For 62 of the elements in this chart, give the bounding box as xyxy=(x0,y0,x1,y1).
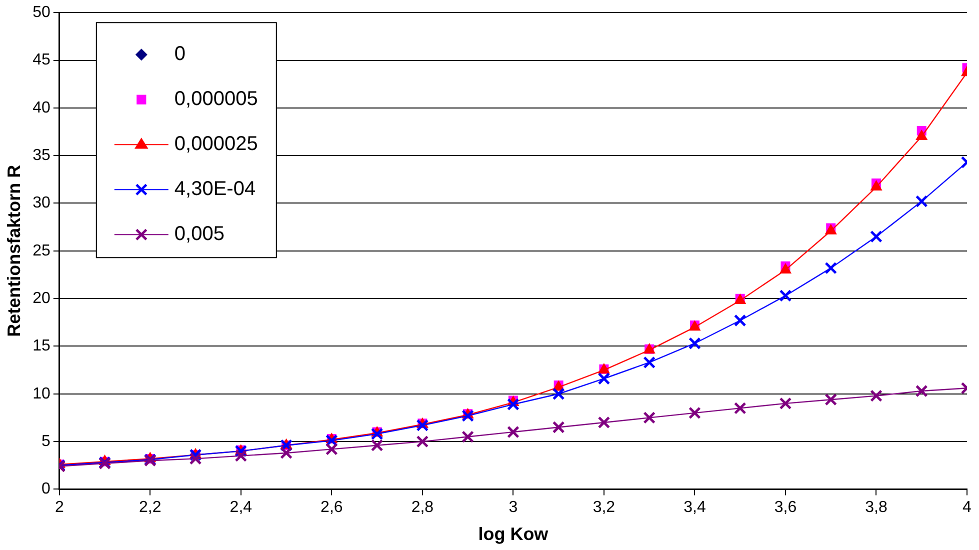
point xyxy=(915,384,928,398)
y-tick-label: 0 xyxy=(41,480,50,498)
x-tick-label: 4 xyxy=(962,499,972,516)
point xyxy=(507,426,520,438)
legend-label: 0,005 xyxy=(174,223,224,246)
point xyxy=(870,180,882,191)
point xyxy=(688,337,701,350)
x-tick-label: 2,8 xyxy=(411,499,434,516)
legend-label: 0,000025 xyxy=(174,133,258,156)
point xyxy=(462,410,474,422)
x-tick-label: 3,2 xyxy=(592,499,616,516)
point xyxy=(688,406,701,420)
x-tick-label: 3,4 xyxy=(684,499,706,516)
point xyxy=(779,290,792,302)
x-tick-label: 2 xyxy=(54,499,64,516)
point xyxy=(734,402,746,414)
x-tick-label: 2,2 xyxy=(139,499,162,516)
point xyxy=(370,439,384,452)
x-tick-label: 3 xyxy=(508,499,518,516)
point xyxy=(416,419,429,432)
point xyxy=(734,314,746,327)
point xyxy=(779,397,792,410)
y-axis-title: Retentionsfaktorn R xyxy=(4,164,24,337)
y-tick-label: 45 xyxy=(32,52,50,69)
point xyxy=(552,388,565,400)
point xyxy=(643,356,656,369)
point xyxy=(280,446,292,460)
y-tick-label: 15 xyxy=(32,338,50,355)
x-tick-label: 2,4 xyxy=(230,499,252,516)
y-tick-label: 35 xyxy=(32,146,50,164)
point xyxy=(234,450,248,462)
x-tick-label: 3,8 xyxy=(865,499,888,516)
x-tick-label: 3,6 xyxy=(774,499,797,516)
legend-label: 4,30E-04 xyxy=(174,178,256,200)
point xyxy=(416,435,429,448)
point xyxy=(462,430,474,443)
y-tick-label: 25 xyxy=(32,242,50,260)
point xyxy=(643,412,656,424)
point xyxy=(370,428,384,440)
y-tick-label: 40 xyxy=(32,99,50,116)
x-tick-label: 2,6 xyxy=(320,499,343,516)
point xyxy=(552,421,565,434)
y-tick-label: 30 xyxy=(32,194,50,212)
legend-label: 0 xyxy=(174,43,186,66)
point xyxy=(824,393,838,406)
point xyxy=(780,263,792,274)
point xyxy=(915,195,928,208)
y-tick-label: 10 xyxy=(32,385,50,402)
point xyxy=(870,390,882,402)
y-tick-label: 5 xyxy=(41,432,50,450)
legend-label: 0,000005 xyxy=(174,88,258,110)
x-axis-title: log Kow xyxy=(478,524,550,544)
point xyxy=(824,262,838,274)
point xyxy=(916,130,928,140)
point xyxy=(870,230,882,243)
point xyxy=(325,442,338,456)
point xyxy=(598,416,610,429)
y-tick-label: 50 xyxy=(32,4,50,22)
point xyxy=(507,398,520,411)
point xyxy=(598,372,610,385)
y-tick-label: 20 xyxy=(32,290,50,307)
point xyxy=(189,452,202,465)
